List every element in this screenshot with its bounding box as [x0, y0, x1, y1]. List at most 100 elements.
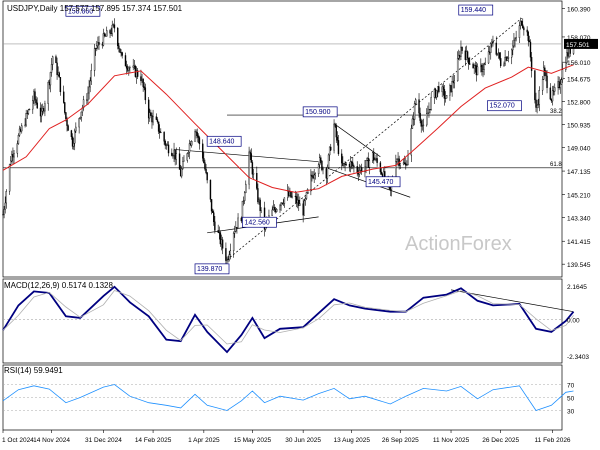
- candle-body: [64, 102, 66, 113]
- candle-body: [380, 171, 383, 175]
- candle-body: [503, 63, 505, 67]
- candle-body: [488, 51, 491, 53]
- candle-body: [67, 125, 69, 131]
- price-label: 158.860: [68, 8, 93, 15]
- macd-ytick-label: -2.3403: [567, 354, 589, 361]
- candle-body: [461, 46, 463, 51]
- candle-body: [125, 65, 128, 69]
- candle-body: [518, 25, 521, 38]
- candle-body: [34, 91, 36, 100]
- candle-body: [243, 192, 246, 201]
- candle-body: [120, 52, 122, 54]
- candle-body: [554, 87, 556, 92]
- rsi-ytick-label: 50: [567, 396, 575, 403]
- candle-body: [375, 158, 377, 160]
- candle-body: [88, 86, 90, 94]
- candle-body: [36, 102, 38, 109]
- candle-body: [124, 55, 127, 67]
- price-ytick-label: 154.675: [567, 77, 591, 84]
- price-ytick-label: 150.935: [567, 122, 591, 129]
- candle-body: [515, 37, 517, 40]
- candle-body: [522, 24, 524, 29]
- candle-body: [198, 137, 201, 145]
- price-ytick-label: 158.070: [567, 35, 591, 42]
- candle-body: [94, 48, 97, 50]
- candle-body: [352, 162, 354, 167]
- candle-body: [449, 85, 451, 96]
- candle-body: [228, 254, 230, 260]
- candle-body: [13, 153, 15, 158]
- candle-body: [412, 118, 415, 120]
- macd-ytick-label: 0.00: [567, 317, 580, 324]
- candle-body: [530, 57, 533, 71]
- candle-body: [48, 81, 51, 86]
- price-label: 159.440: [461, 7, 486, 14]
- candle-body: [325, 168, 328, 179]
- candle-body: [371, 152, 374, 161]
- candle-body: [157, 121, 160, 132]
- candle-body: [32, 100, 34, 110]
- candle-body: [474, 65, 477, 67]
- rsi-ytick-label: 30: [567, 409, 575, 416]
- candle-body: [27, 109, 30, 114]
- candle-body: [235, 227, 237, 232]
- candle-body: [271, 209, 273, 216]
- candle-body: [557, 81, 559, 88]
- candle-body: [312, 176, 314, 179]
- candle-body: [552, 90, 555, 92]
- candle-body: [249, 151, 251, 154]
- candle-body: [281, 202, 283, 204]
- candle-body: [288, 190, 290, 196]
- candle-body: [178, 153, 181, 170]
- candle-body: [302, 203, 304, 216]
- candle-body: [443, 89, 446, 99]
- candle-body: [433, 89, 436, 98]
- candle-body: [8, 164, 11, 192]
- candle-body: [366, 158, 368, 161]
- candle-body: [451, 81, 453, 92]
- xtick-label: 13 Aug 2025: [333, 437, 370, 444]
- candle-body: [538, 90, 541, 105]
- candle-body: [465, 51, 468, 60]
- candle-body: [49, 72, 52, 86]
- candle-body: [252, 172, 255, 175]
- candle-body: [43, 108, 45, 112]
- candle-body: [89, 80, 91, 88]
- candle-body: [476, 66, 479, 76]
- price-ytick-label: 160.390: [567, 6, 591, 13]
- candle-body: [229, 250, 232, 255]
- candle-body: [467, 57, 470, 64]
- candle-body: [559, 84, 561, 89]
- candle-body: [492, 41, 494, 44]
- price-label-box: [302, 106, 338, 118]
- xtick-label: 1 Apr 2025: [188, 437, 220, 444]
- candle-body: [16, 143, 19, 154]
- candle-body: [566, 52, 568, 63]
- candle-body: [172, 155, 174, 157]
- candle-body: [118, 45, 120, 49]
- candle-body: [529, 41, 532, 58]
- candle-body: [528, 40, 531, 43]
- candle-body: [497, 52, 500, 54]
- chart-header: USDJPY,Daily 157.577 157.895 157.374 157…: [7, 4, 183, 13]
- candle-body: [136, 70, 139, 77]
- candle-body: [496, 53, 499, 55]
- candle-body: [74, 130, 76, 144]
- candle-body: [47, 81, 49, 104]
- candle-body: [206, 172, 208, 181]
- current-price-label: 157.501: [566, 42, 590, 49]
- candle-body: [317, 164, 320, 175]
- candle-body: [351, 161, 353, 164]
- candle-body: [294, 195, 297, 197]
- candle-body: [35, 99, 37, 104]
- candle-body: [51, 56, 54, 65]
- candle-body: [327, 154, 330, 168]
- candle-body: [344, 163, 346, 166]
- candle-body: [429, 109, 431, 111]
- candle-body: [435, 90, 438, 98]
- candle-body: [140, 76, 142, 82]
- candle-body: [187, 152, 190, 154]
- candle-body: [156, 119, 159, 123]
- candle-body: [498, 52, 501, 59]
